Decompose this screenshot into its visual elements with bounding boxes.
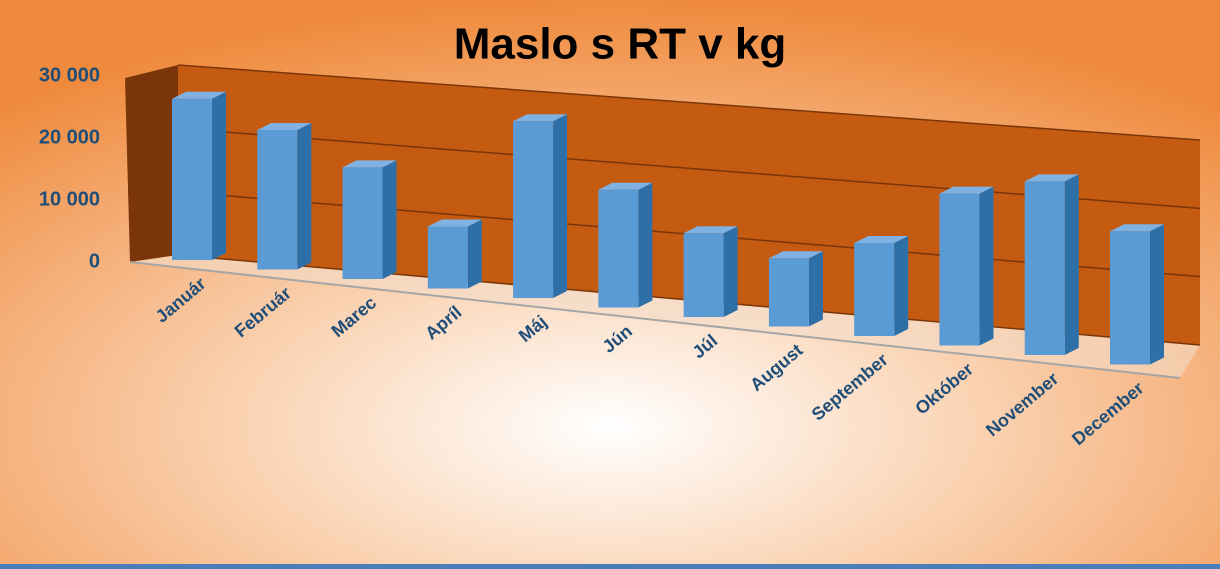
bar-side <box>382 160 397 279</box>
bar-side <box>1150 224 1164 365</box>
bar-top <box>598 182 653 190</box>
bar-side <box>723 226 738 317</box>
bar <box>342 167 383 279</box>
bar <box>257 130 298 270</box>
bar <box>1110 231 1150 365</box>
y-tick-label: 10 000 <box>39 188 100 210</box>
bar-top <box>172 91 226 99</box>
floor <box>130 255 1200 378</box>
bar-side <box>212 91 226 260</box>
bar-top <box>854 236 909 243</box>
bar-top <box>768 251 823 259</box>
bar-top <box>683 226 738 234</box>
bar-side <box>1064 174 1079 355</box>
grid-line <box>177 64 1201 141</box>
bar <box>939 193 980 346</box>
bar <box>854 243 895 336</box>
bar-top <box>1024 174 1079 182</box>
y-tick-label: 20 000 <box>39 126 100 148</box>
bar-side <box>297 123 312 270</box>
bar-side <box>553 114 568 298</box>
bar-top <box>513 114 568 122</box>
bar-top <box>939 186 994 194</box>
bar <box>768 258 809 327</box>
bar <box>513 121 554 298</box>
bar-side <box>467 219 482 289</box>
bottom-border <box>0 564 1220 569</box>
bar-side <box>979 186 994 346</box>
bar-top <box>342 160 397 168</box>
bar-side <box>894 236 909 336</box>
bar <box>1024 181 1065 355</box>
bar-top <box>257 123 312 130</box>
bar <box>683 233 724 317</box>
bar <box>427 226 468 289</box>
bar-side <box>808 251 823 327</box>
bar-side <box>638 182 653 308</box>
bar <box>598 189 639 308</box>
chart-title: Maslo s RT v kg <box>454 20 787 69</box>
floor-edge <box>129 261 1181 379</box>
bar-top <box>427 219 482 227</box>
y-tick-label: 0 <box>89 250 100 272</box>
bar <box>172 98 212 260</box>
y-tick-label: 30 000 <box>39 64 100 86</box>
bar-top <box>1110 224 1164 232</box>
side-wall <box>125 65 178 262</box>
